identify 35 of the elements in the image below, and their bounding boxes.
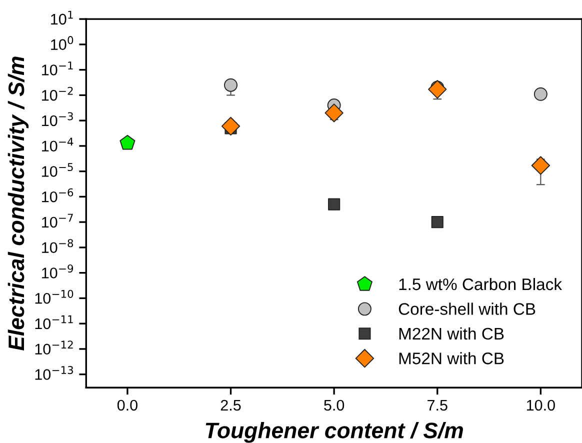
point [431,216,444,228]
point [324,104,344,122]
point [428,80,447,99]
point [221,116,240,136]
point [328,198,340,210]
y-tick-label: 10$^{−6}$ [42,188,74,202]
y-tick-label: 10$^{−12}$ [35,340,73,355]
y-tick-label: 10$^{−10}$ [35,290,74,304]
x-tick-label: 7.5 [428,400,448,411]
y-tick-label: 10$^{−13}$ [35,366,73,380]
y-tick-label: 10$^{0}$ [51,36,74,50]
point [531,156,550,175]
y-tick-label: 10$^{−8}$ [42,239,74,254]
y-tick-label: 10$^{−1}$ [42,62,73,76]
y-tick-label: 10$^{−9}$ [42,264,74,278]
point [224,78,238,92]
point [120,134,136,150]
legend-label: 1.5 wt% Carbon Black [399,278,562,290]
y-tick-label: 10$^{−11}$ [35,315,73,330]
x-tick-label: 5.0 [324,400,344,411]
y-tick-label: 10$^{−4}$ [42,138,74,152]
point [534,87,548,101]
legend-label: Core-shell with CB [398,302,536,315]
y-tick-label: 10$^{−7}$ [42,214,73,228]
x-tick-label: 2.5 [220,400,241,411]
y-tick-label: 10$^{−2}$ [42,86,73,101]
y-tick-label: 10$^{1}$ [51,10,73,25]
y-tick-label: 10$^{−3}$ [42,112,73,126]
x-tick-label: 0.0 [117,400,138,411]
legend-label: M22N with CB [399,327,504,340]
x-axis-title: Toughener content / S/m [206,422,463,443]
x-tick-label: 10.0 [526,400,555,411]
y-axis-title: Electrical conductivity / S/m [8,56,29,351]
y-tick-label: 10$^{−5}$ [42,163,73,177]
legend-label: M52N with CB [399,352,504,364]
